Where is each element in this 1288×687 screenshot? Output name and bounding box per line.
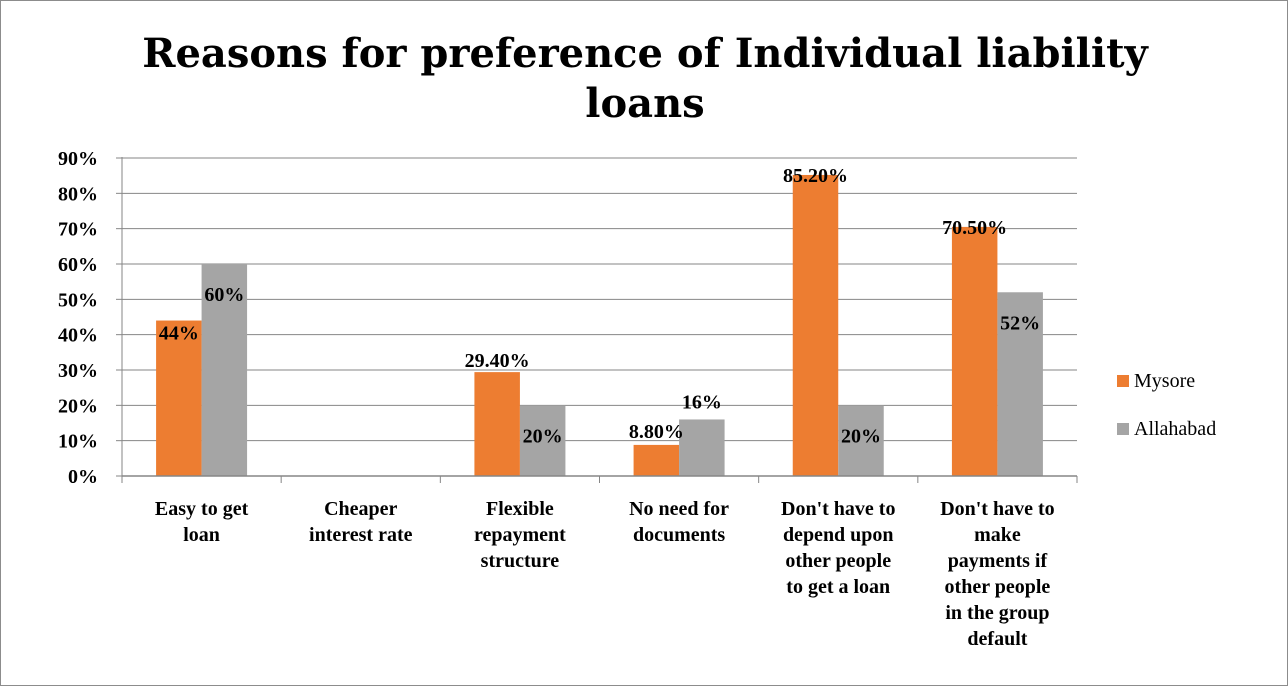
category-label-line: depend upon (783, 524, 894, 546)
category-label-1: Easy to get loan (155, 498, 249, 546)
bar-mysore-4 (633, 444, 680, 476)
data-label-allahabad-4: 16% (682, 391, 722, 413)
data-label-mysore-3: 29.40% (465, 350, 530, 372)
x-axis-category-labels: Easy to get loan Cheaper interest rate Flexi… (155, 498, 1055, 650)
y-tick-label: 30% (58, 360, 98, 382)
bar-allahabad-5 (838, 405, 884, 476)
category-label-4: No need for documents (629, 498, 729, 546)
bar-allahabad-1 (201, 264, 248, 476)
category-label-line: repayment (474, 524, 566, 546)
bar-mysore-5 (792, 174, 839, 476)
category-label-line: make (974, 524, 1021, 546)
legend-swatch-mysore (1117, 375, 1129, 387)
legend-swatch-allahabad (1117, 423, 1129, 435)
category-label-6: Don't have to make payments if other people… (940, 498, 1054, 650)
axes (121, 157, 1078, 483)
legend-label-mysore: Mysore (1134, 370, 1195, 392)
category-label-line: loan (183, 524, 220, 546)
data-label-allahabad-5: 20% (841, 425, 881, 447)
data-label-mysore-5: 85.20% (783, 165, 848, 187)
y-tick-label: 70% (58, 219, 98, 241)
y-tick-label: 50% (58, 289, 98, 311)
category-label-3: Flexible repayment structure (474, 498, 566, 572)
category-label-line: Cheaper (324, 498, 397, 520)
category-label-line: default (967, 628, 1027, 650)
bar-mysore-6 (951, 226, 998, 476)
category-label-line: interest rate (309, 524, 413, 546)
data-label-mysore-1: 44% (159, 323, 199, 345)
category-label-line: No need for (629, 498, 729, 520)
y-tick-label: 60% (58, 254, 98, 276)
y-tick-label: 40% (58, 325, 98, 347)
category-label-line: to get a loan (786, 576, 890, 598)
data-label-allahabad-1: 60% (204, 284, 244, 306)
bar-mysore-3 (474, 372, 520, 476)
category-label-line: in the group (945, 602, 1049, 624)
chart-title: Reasons for preference of Individual lia… (142, 30, 1149, 127)
y-tick-label: 0% (68, 466, 98, 488)
category-label-line: Flexible (486, 498, 554, 520)
category-label-line: Don't have to (781, 498, 895, 520)
bar-allahabad-3 (519, 405, 566, 476)
category-label-line: other people (945, 576, 1051, 598)
category-label-line: other people (785, 550, 891, 572)
bar-allahabad-6 (997, 292, 1043, 476)
gridlines (116, 157, 1077, 477)
data-label-allahabad-3: 20% (523, 425, 563, 447)
data-label-mysore-6: 70.50% (942, 217, 1007, 239)
chart-title-line-2: loans (585, 80, 704, 127)
category-label-line: Don't have to (940, 498, 1054, 520)
bars (156, 174, 1043, 476)
bar-mysore-1 (156, 320, 202, 476)
y-axis-tick-labels: 0% 10% 20% 30% 40% 50% 60% 70% 80% 90% (58, 148, 98, 488)
category-label-2: Cheaper interest rate (309, 498, 413, 546)
data-labels: 44% 29.40% 8.80% 85.20% 70.50% 60% 20% 16% 20% 52… (159, 165, 1040, 447)
y-tick-label: 80% (58, 183, 98, 205)
legend-label-allahabad: Allahabad (1134, 418, 1216, 440)
category-label-5: Don't have to depend upon other people to g… (781, 498, 895, 598)
legend: Mysore Allahabad (1117, 370, 1216, 440)
y-tick-label: 90% (58, 148, 98, 170)
category-label-line: documents (633, 524, 725, 546)
category-label-line: payments if (948, 550, 1048, 572)
y-tick-label: 20% (58, 395, 98, 417)
chart-title-line-1: Reasons for preference of Individual lia… (142, 30, 1149, 77)
bar-allahabad-4 (679, 419, 725, 476)
category-label-line: structure (481, 550, 560, 572)
y-tick-label: 10% (58, 431, 98, 453)
category-label-line: Easy to get (155, 498, 249, 520)
data-label-allahabad-6: 52% (1000, 312, 1040, 334)
data-label-mysore-4: 8.80% (629, 421, 684, 443)
